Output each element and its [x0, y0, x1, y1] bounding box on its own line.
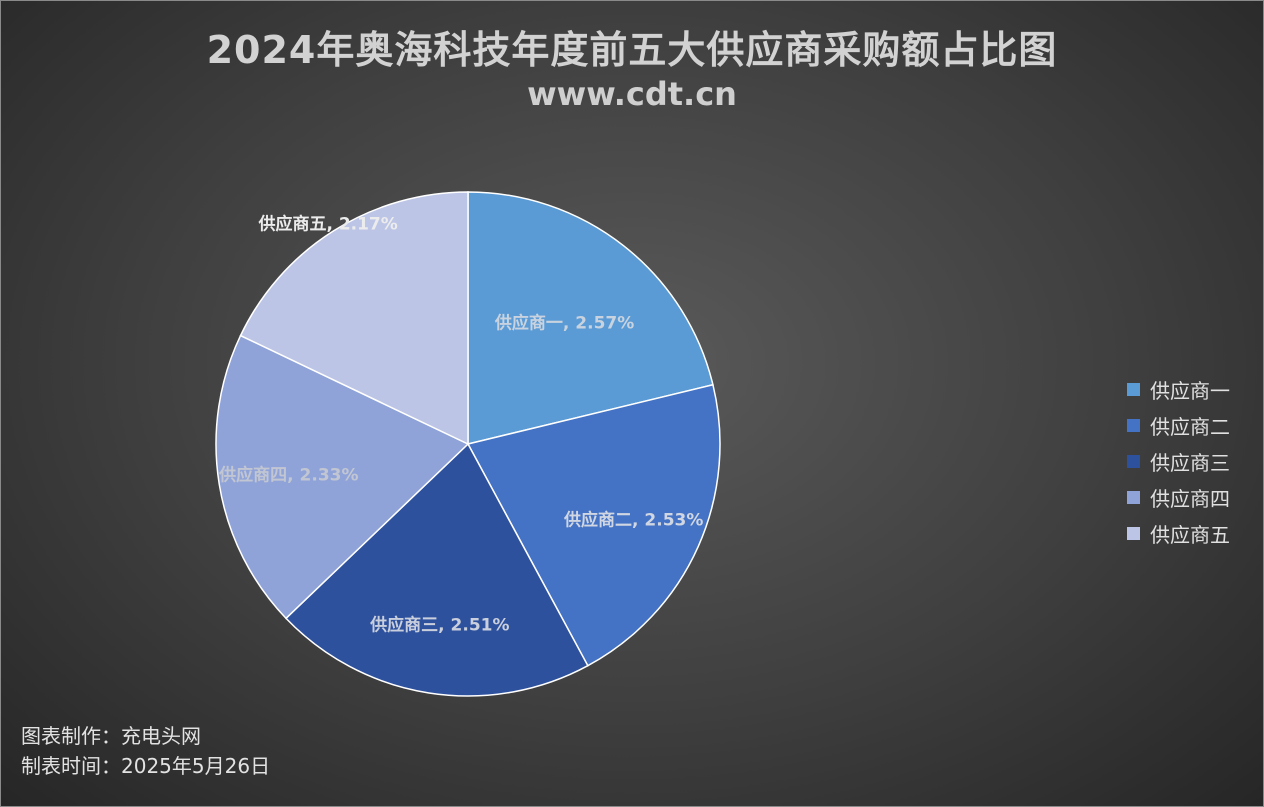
slice-label-5: 供应商五, 2.17% — [258, 214, 398, 235]
legend-item-3: 供应商三 — [1127, 443, 1230, 479]
legend-item-1: 供应商一 — [1127, 371, 1230, 407]
chart-title: 2024年奥海科技年度前五大供应商采购额占比图 — [206, 28, 1058, 72]
chart-subtitle: www.cdt.cn — [527, 75, 737, 113]
footer-maker: 图表制作：充电头网 — [21, 724, 201, 748]
legend-item-5: 供应商五 — [1127, 515, 1230, 551]
footer-date: 制表时间：2025年5月26日 — [21, 754, 271, 778]
pie-slice-1 — [467, 191, 714, 445]
legend-label: 供应商一 — [1150, 378, 1230, 403]
legend-swatch — [1127, 454, 1140, 468]
slice-label-1: 供应商一, 2.57% — [494, 313, 635, 334]
legend-item-4: 供应商四 — [1127, 479, 1230, 515]
legend-swatch — [1127, 526, 1140, 540]
legend: 供应商一供应商二供应商三供应商四供应商五 — [1127, 371, 1230, 551]
legend-swatch — [1127, 382, 1140, 396]
legend-swatch — [1127, 418, 1140, 432]
slice-label-4: 供应商四, 2.33% — [219, 465, 359, 486]
pie-slice-4 — [215, 334, 470, 620]
pie-slice-5 — [239, 191, 469, 446]
legend-label: 供应商五 — [1150, 522, 1230, 547]
legend-label: 供应商三 — [1150, 450, 1230, 475]
slice-label-2: 供应商二, 2.53% — [564, 510, 704, 531]
footer: 图表制作：充电头网 制表时间：2025年5月26日 — [21, 721, 270, 781]
legend-label: 供应商二 — [1150, 414, 1230, 439]
pie-slice-3 — [284, 442, 589, 697]
legend-swatch — [1127, 490, 1140, 504]
slice-label-3: 供应商三, 2.51% — [370, 615, 510, 636]
legend-label: 供应商四 — [1150, 486, 1230, 511]
legend-item-2: 供应商二 — [1127, 407, 1230, 443]
pie-slice-2 — [466, 383, 721, 667]
